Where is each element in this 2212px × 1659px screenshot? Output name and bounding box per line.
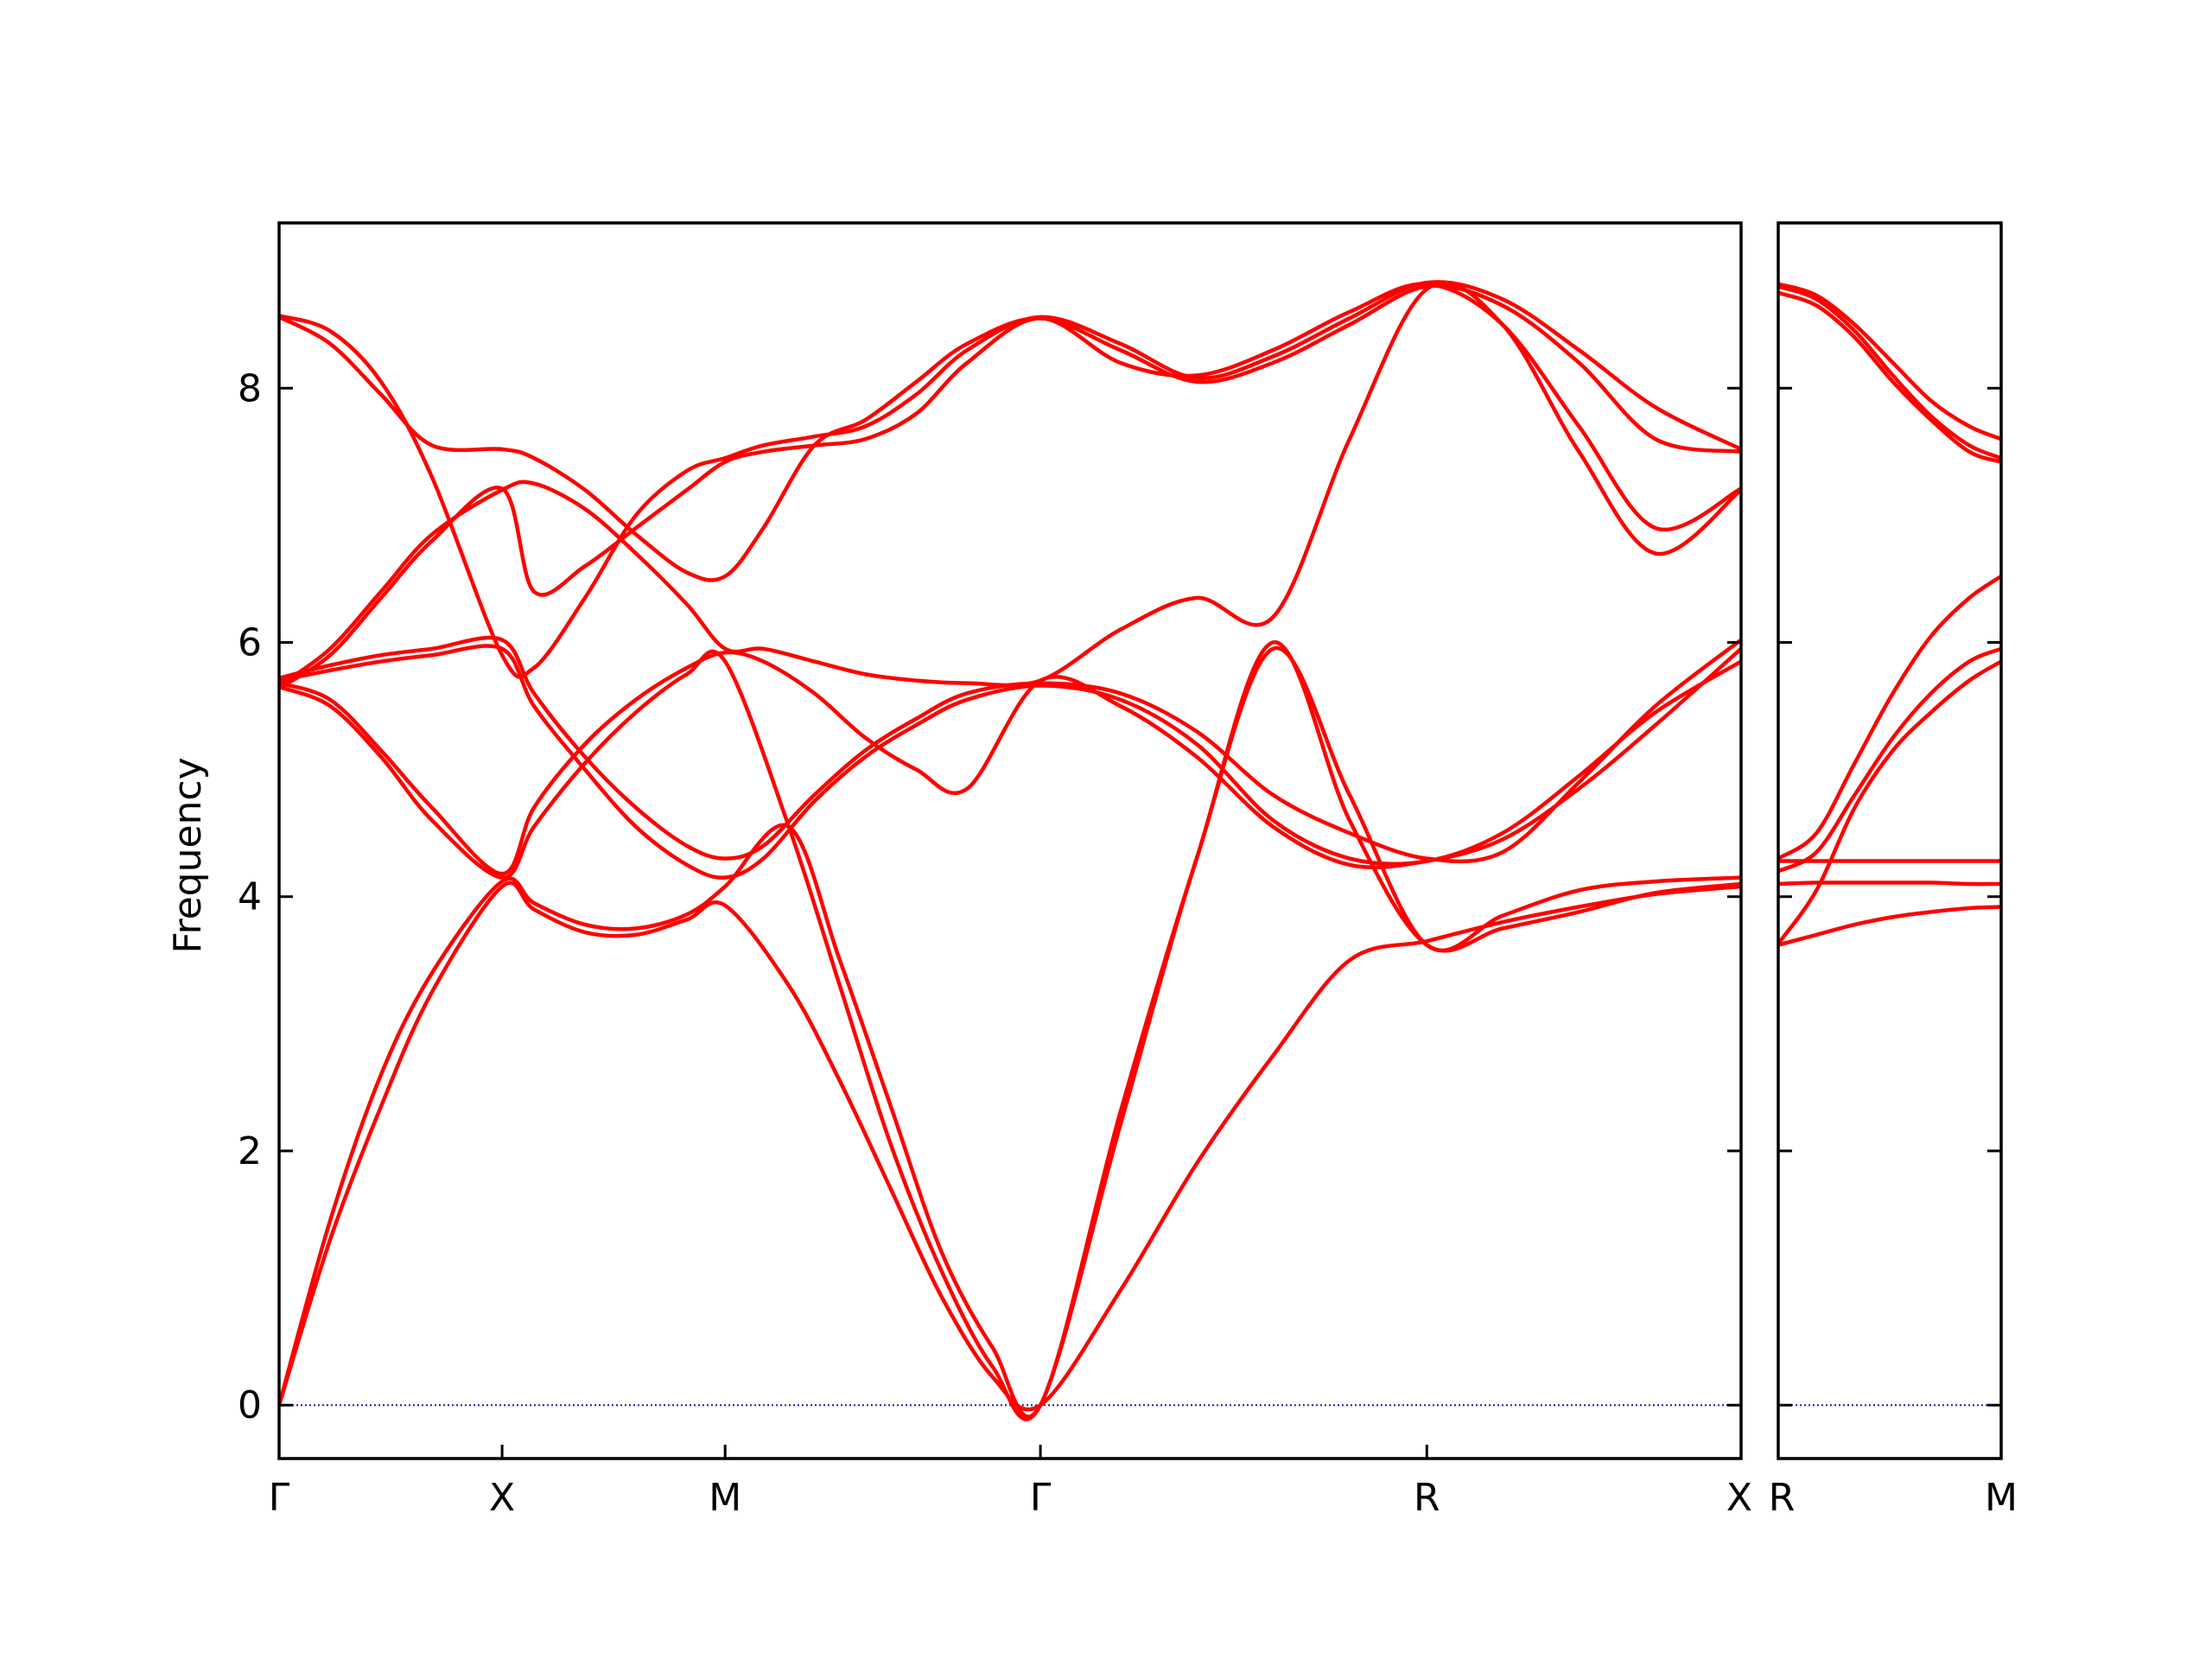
y-tick-label: 8 xyxy=(238,366,262,410)
band-line-2 xyxy=(1778,659,2001,946)
band-line-6 xyxy=(279,635,1741,864)
band-line-7 xyxy=(1778,290,2001,464)
y-tick-label: 4 xyxy=(238,875,262,919)
axes-frame xyxy=(277,221,1743,1460)
band-line-6 xyxy=(1778,574,2001,861)
band-line-10 xyxy=(279,280,1741,679)
x-tick-label: X xyxy=(489,1476,515,1520)
panel-main: 0 2 4 6 8 Γ X M Γ R X xyxy=(238,221,1752,1520)
x-tick-label: R xyxy=(1769,1476,1796,1520)
band-line-8 xyxy=(279,282,1741,690)
band-line-3 xyxy=(279,645,1741,1421)
band-line-2 xyxy=(279,640,1741,1419)
x-tick-label: M xyxy=(1985,1476,2018,1520)
x-tick-label: Γ xyxy=(1030,1476,1052,1520)
axes-frame xyxy=(1777,221,2003,1460)
band-line-7 xyxy=(279,280,1741,688)
y-axis-label: Frequency xyxy=(166,757,210,953)
x-tick-label: X xyxy=(1726,1476,1752,1520)
band-line-5 xyxy=(279,644,1741,880)
band-lines xyxy=(1778,282,2001,947)
x-tick-label: M xyxy=(709,1476,741,1520)
band-line-8 xyxy=(1778,284,2001,461)
band-line-4 xyxy=(1778,646,2001,874)
band-line-3 xyxy=(1778,880,2001,887)
band-line-9 xyxy=(279,283,1741,582)
band-line-9 xyxy=(1778,282,2001,442)
y-tick-label: 6 xyxy=(238,620,262,664)
band-line-1 xyxy=(279,880,1741,1412)
x-tick-label: Γ xyxy=(269,1476,290,1520)
band-lines xyxy=(279,280,1741,1421)
band-line-1 xyxy=(1778,905,2001,947)
y-tick-label: 0 xyxy=(238,1383,262,1427)
y-tick-label: 2 xyxy=(238,1129,262,1173)
x-tick-label: R xyxy=(1414,1476,1440,1520)
